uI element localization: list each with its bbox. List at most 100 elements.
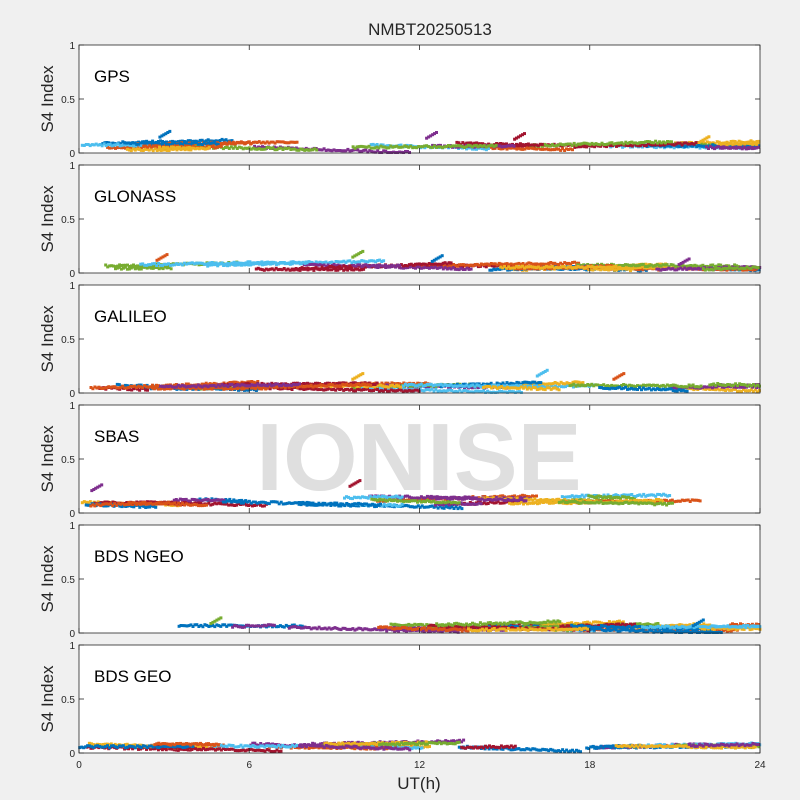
data-point <box>405 389 409 393</box>
data-point <box>519 147 523 151</box>
data-point <box>439 382 443 386</box>
data-point <box>304 387 308 391</box>
data-point <box>396 263 400 267</box>
data-point <box>661 383 665 387</box>
data-point <box>499 265 503 269</box>
data-point <box>363 382 367 386</box>
data-point <box>134 264 137 268</box>
data-point <box>598 143 602 147</box>
data-point <box>101 387 105 390</box>
data-point <box>479 385 483 389</box>
data-point <box>93 385 97 389</box>
data-point <box>679 384 683 388</box>
data-point <box>526 142 530 146</box>
data-point <box>505 266 509 270</box>
data-point <box>531 386 535 389</box>
data-point <box>459 384 463 388</box>
data-point <box>419 262 423 266</box>
data-point <box>182 500 186 504</box>
data-point <box>567 148 570 151</box>
data-point <box>391 383 395 387</box>
data-points <box>104 249 762 273</box>
data-point <box>683 259 687 263</box>
data-point <box>533 386 537 390</box>
data-point <box>751 142 755 146</box>
data-point <box>210 387 214 391</box>
data-point <box>390 151 394 154</box>
data-point <box>473 382 477 386</box>
data-point <box>308 267 312 271</box>
data-point <box>722 146 726 150</box>
data-point <box>318 268 322 272</box>
data-point <box>198 386 202 390</box>
data-point <box>720 146 724 150</box>
data-point <box>346 268 350 272</box>
data-point <box>511 266 515 270</box>
data-point <box>481 142 485 146</box>
data-point <box>613 496 617 499</box>
data-point <box>155 149 159 152</box>
data-point <box>425 263 429 267</box>
data-point <box>362 388 365 392</box>
data-point <box>577 261 581 265</box>
data-point <box>100 144 104 148</box>
data-point <box>305 384 309 388</box>
data-point <box>188 261 192 265</box>
data-point <box>259 141 263 145</box>
data-point <box>622 386 626 390</box>
data-point <box>214 261 218 265</box>
data-point <box>553 148 557 152</box>
data-point <box>361 382 365 386</box>
data-point <box>267 146 271 149</box>
data-point <box>173 263 176 267</box>
data-point <box>401 145 405 149</box>
data-point <box>657 385 661 388</box>
data-point <box>143 140 147 144</box>
data-point <box>570 383 574 387</box>
data-point <box>629 269 632 273</box>
data-point <box>336 268 340 272</box>
data-point <box>230 387 234 391</box>
data-point <box>429 145 433 149</box>
data-point <box>131 147 135 151</box>
data-point <box>264 384 268 388</box>
data-point <box>744 383 748 387</box>
data-point <box>495 496 499 499</box>
data-point <box>536 144 540 148</box>
data-point <box>488 385 492 389</box>
data-point <box>658 493 662 496</box>
data-point <box>132 144 136 148</box>
data-point <box>508 144 512 148</box>
data-point <box>586 383 590 386</box>
data-point <box>298 268 302 272</box>
data-point <box>205 147 209 151</box>
data-point <box>435 266 439 270</box>
data-point <box>519 391 523 394</box>
data-point <box>625 263 629 267</box>
data-point <box>640 388 643 392</box>
data-point <box>441 267 445 271</box>
data-point <box>460 145 464 149</box>
data-point <box>364 265 368 269</box>
data-point <box>732 145 736 149</box>
data-point <box>753 142 757 146</box>
data-point <box>618 141 622 145</box>
data-point <box>755 140 759 143</box>
data-point <box>228 381 232 384</box>
data-point <box>598 386 602 389</box>
data-point <box>658 140 662 144</box>
data-point <box>536 265 540 269</box>
data-point <box>478 144 482 147</box>
data-point <box>120 505 124 509</box>
data-point <box>167 266 171 269</box>
data-point <box>561 147 565 151</box>
data-point <box>411 383 415 387</box>
data-point <box>576 263 580 267</box>
data-point <box>339 384 343 388</box>
data-point <box>667 387 671 391</box>
data-point <box>129 384 133 388</box>
data-point <box>503 384 507 388</box>
data-point <box>686 142 690 146</box>
data-point <box>571 380 575 384</box>
data-point <box>299 147 303 151</box>
